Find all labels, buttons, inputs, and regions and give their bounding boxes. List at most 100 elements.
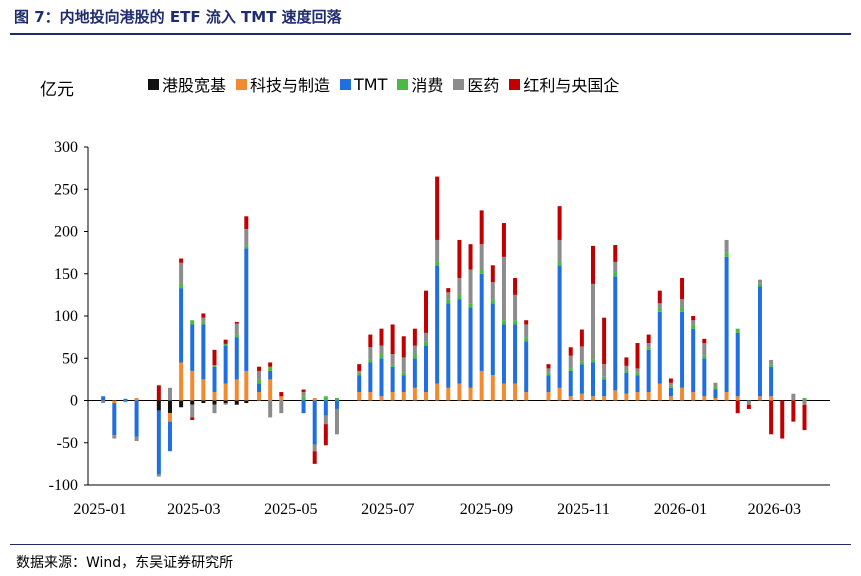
bar-segment (368, 392, 373, 401)
bar-segment (769, 364, 774, 367)
bar-segment (490, 282, 495, 300)
bar-segment (513, 324, 518, 384)
bar-segment (223, 383, 228, 401)
bar-segment (735, 400, 740, 414)
bar-segment (657, 307, 662, 312)
bar-segment (435, 176, 440, 240)
bar-segment (624, 357, 629, 366)
bar-segment (167, 421, 172, 452)
bar-segment (468, 387, 473, 401)
bar-segment (635, 372, 640, 376)
bar-segment (802, 400, 807, 405)
bar-segment (624, 370, 629, 373)
bar-segment (724, 392, 729, 401)
bar-segment (568, 368, 573, 371)
bar-segment (635, 368, 640, 373)
x-tick-label: 2026-03 (748, 501, 801, 518)
bar-segment (657, 311, 662, 384)
bar-segment (668, 382, 673, 386)
bar-segment (602, 396, 607, 401)
bar-segment (244, 228, 249, 246)
bar-segment (468, 269, 473, 304)
bar-segment (602, 317, 607, 365)
bar-segment (490, 375, 495, 401)
bar-segment (190, 320, 195, 325)
bar-segment (201, 313, 206, 318)
bar-segment (746, 400, 751, 405)
bar-segment (769, 359, 774, 365)
bar-segment (234, 400, 239, 405)
bar-segment (646, 392, 651, 401)
bar-segment (156, 410, 161, 475)
bar-segment (446, 299, 451, 304)
bar-segment (668, 378, 673, 383)
bar-segment (568, 396, 573, 401)
bar-segment (579, 393, 584, 401)
bar-segment (479, 370, 484, 401)
bar-segment (167, 387, 172, 401)
y-tick-label: -50 (57, 435, 78, 452)
bar-segment (279, 400, 284, 414)
bar-segment (680, 307, 685, 312)
bar-segment (702, 396, 707, 401)
bar-segment (602, 376, 607, 380)
bar-segment (501, 324, 506, 384)
bar-segment (479, 273, 484, 371)
bar-segment (301, 396, 306, 401)
bar-segment (568, 370, 573, 397)
bar-segment (190, 370, 195, 401)
bar-segment (713, 382, 718, 387)
bar-segment (379, 354, 384, 359)
bar-segment (234, 379, 239, 401)
bar-segment (546, 368, 551, 373)
bar-segment (757, 396, 762, 401)
bar-segment (134, 400, 139, 437)
bar-segment (424, 290, 429, 333)
bar-segment (435, 383, 440, 401)
y-tick-label: 150 (54, 266, 78, 283)
bar-segment (101, 396, 106, 401)
bar-segment (201, 321, 206, 325)
bar-segment (568, 355, 573, 369)
legend-swatch (236, 78, 248, 90)
bar-segment (613, 245, 618, 262)
bar-segment (244, 216, 249, 229)
bar-segment (190, 400, 195, 405)
bar-segment (791, 393, 796, 401)
bar-segment (691, 320, 696, 325)
y-tick-label: -100 (49, 477, 78, 494)
x-tick-label: 2026-01 (654, 501, 707, 518)
bar-segment (579, 361, 584, 365)
bar-segment (201, 317, 206, 322)
bar-segment (546, 372, 551, 376)
bar-segment (190, 417, 195, 420)
bar-segment (244, 400, 249, 404)
bar-segment (312, 451, 317, 464)
bar-segment (457, 299, 462, 384)
bar-segment (368, 334, 373, 348)
legend-label: 消费 (411, 76, 444, 95)
bar-segment (323, 400, 328, 416)
bar-segment (435, 261, 440, 266)
bar-segment (746, 404, 751, 409)
bar-segment (769, 366, 774, 397)
bar-segment (368, 359, 373, 363)
bar-segment (702, 355, 707, 359)
bar-segment (735, 332, 740, 397)
bar-segment (334, 400, 339, 409)
bar-segment (546, 375, 551, 393)
bar-segment (190, 324, 195, 371)
x-tick-label: 2025-03 (167, 501, 220, 518)
bar-segment (268, 366, 273, 371)
bar-segment (602, 364, 607, 377)
bar-segment (446, 288, 451, 293)
bar-segment (479, 269, 484, 274)
bar-segment (557, 387, 562, 401)
bar-segment (379, 396, 384, 401)
bar-segment (279, 392, 284, 397)
bar-segment (156, 400, 161, 411)
legend-item: TMT (340, 75, 387, 94)
title-rule (10, 33, 851, 35)
bar-segment (401, 336, 406, 358)
bar-segment (234, 334, 239, 338)
